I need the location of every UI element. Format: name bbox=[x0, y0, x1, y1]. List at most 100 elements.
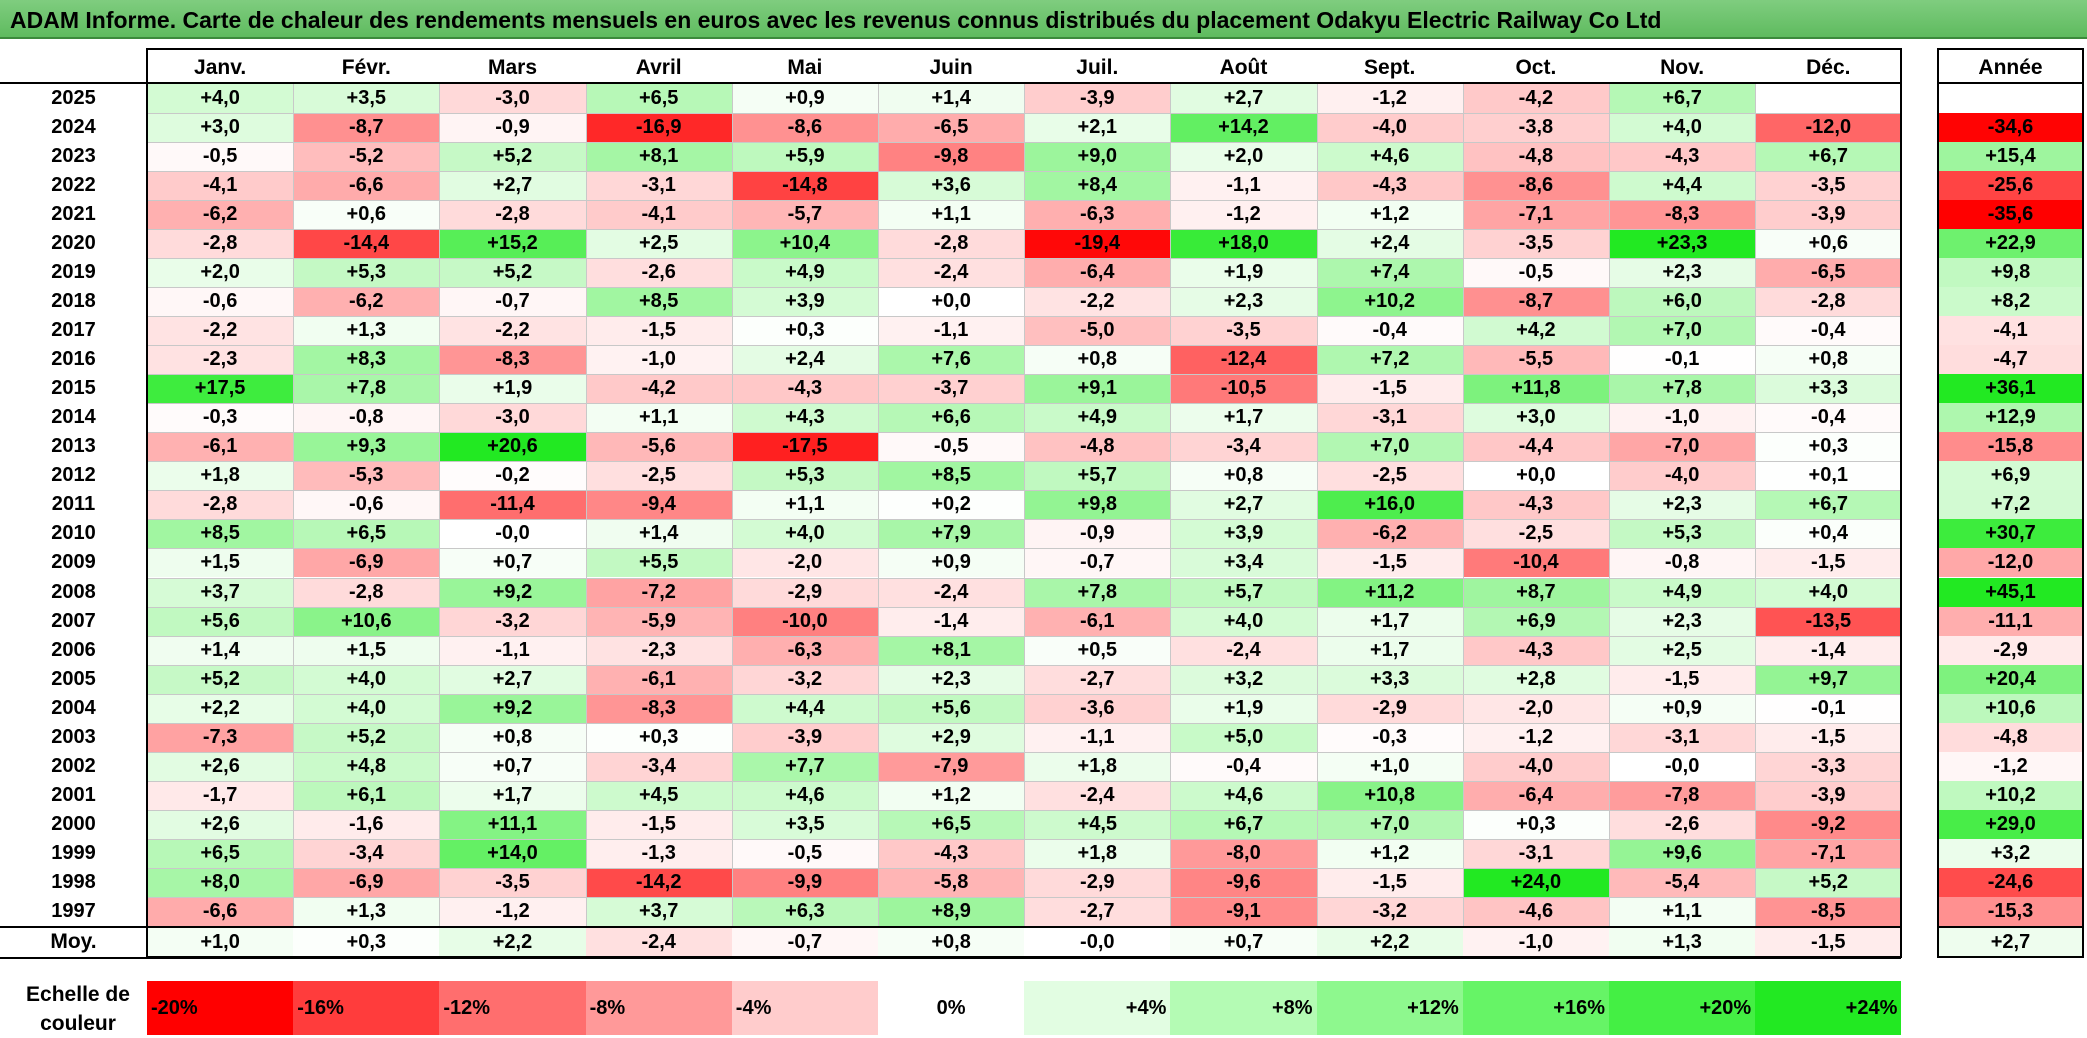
heatmap-cell: -3,7 bbox=[878, 374, 1025, 404]
heatmap-cell: -3,4 bbox=[585, 751, 732, 781]
heatmap-cell: +8,5 bbox=[147, 519, 294, 549]
heatmap-cell: -3,5 bbox=[1755, 171, 1902, 201]
heatmap-cell: -2,8 bbox=[147, 490, 294, 520]
heatmap-cell: +11,8 bbox=[1462, 374, 1609, 404]
month-header: Déc. bbox=[1806, 55, 1851, 79]
grid-line bbox=[147, 867, 1902, 869]
average-label: Moy. bbox=[50, 930, 97, 954]
heatmap-cell: -4,3 bbox=[1316, 171, 1463, 201]
heatmap-cell: -6,9 bbox=[293, 867, 440, 897]
heatmap-cell: -7,3 bbox=[147, 722, 294, 752]
year-label: 2007 bbox=[51, 609, 96, 632]
heatmap-cell: -3,1 bbox=[585, 171, 732, 201]
year-label: 2025 bbox=[51, 87, 96, 109]
heatmap-cell: +5,9 bbox=[731, 142, 878, 172]
grid-line bbox=[147, 142, 1902, 144]
average-cell: -0,0 bbox=[1024, 927, 1171, 957]
average-cell: +1,0 bbox=[147, 927, 294, 957]
heatmap-cell: -5,7 bbox=[731, 200, 878, 230]
heatmap-cell: +9,1 bbox=[1024, 374, 1171, 404]
heatmap-cell: -0,0 bbox=[439, 519, 586, 549]
heatmap-cell: +4,0 bbox=[147, 84, 294, 114]
heatmap-cell: +9,3 bbox=[293, 432, 440, 462]
heatmap-cell: -0,4 bbox=[1170, 751, 1317, 781]
heatmap-cell: +0,4 bbox=[1755, 519, 1902, 549]
heatmap-cell: -6,6 bbox=[293, 171, 440, 201]
heatmap-cell: +0,3 bbox=[585, 722, 732, 752]
heatmap-cell: -2,6 bbox=[1609, 809, 1756, 839]
heatmap-cell: +3,3 bbox=[1755, 374, 1902, 404]
grid-line bbox=[147, 896, 1902, 898]
heatmap-cell: +11,2 bbox=[1316, 577, 1463, 607]
heatmap-cell: -1,2 bbox=[1462, 722, 1609, 752]
average-bottom-line bbox=[0, 956, 1902, 959]
heatmap-cell: +5,2 bbox=[147, 664, 294, 694]
heatmap-cell: +1,2 bbox=[1316, 200, 1463, 230]
grid-line bbox=[147, 809, 1902, 811]
grid-line bbox=[147, 751, 1902, 753]
grid-line bbox=[147, 838, 1902, 840]
heatmap-cell: -6,5 bbox=[1755, 258, 1902, 288]
grid-line bbox=[1755, 84, 1757, 926]
heatmap-cell: -13,5 bbox=[1755, 606, 1902, 636]
annual-cell: +15,4 bbox=[1938, 142, 2083, 172]
heatmap-cell: -4,4 bbox=[1462, 432, 1609, 462]
month-header: Janv. bbox=[194, 55, 247, 79]
heatmap-cell: -1,5 bbox=[585, 809, 732, 839]
heatmap-cell: -3,6 bbox=[1024, 693, 1171, 723]
year-label: 2014 bbox=[51, 406, 96, 429]
year-label: 2017 bbox=[51, 319, 96, 342]
heatmap-cell: +2,7 bbox=[439, 171, 586, 201]
month-header: Nov. bbox=[1660, 55, 1705, 79]
heatmap-cell: -8,3 bbox=[585, 693, 732, 723]
year-total-header: Année bbox=[1978, 55, 2043, 79]
heatmap-cell: -19,4 bbox=[1024, 229, 1171, 259]
heatmap-cell: +2,7 bbox=[439, 664, 586, 694]
year-label: 1998 bbox=[51, 870, 96, 893]
color-scale-item: +8% bbox=[1170, 981, 1317, 1035]
grid-line bbox=[293, 84, 295, 926]
year-label: 2015 bbox=[51, 377, 96, 400]
heatmap-cell: +8,4 bbox=[1024, 171, 1171, 201]
heatmap-cell: -2,8 bbox=[878, 229, 1025, 259]
heatmap-cell: +5,3 bbox=[293, 258, 440, 288]
heatmap-cell: +8,9 bbox=[878, 896, 1025, 926]
annual-cell: +10,6 bbox=[1938, 693, 2083, 723]
year-label: 2010 bbox=[51, 522, 96, 545]
heatmap-cell: -2,0 bbox=[731, 548, 878, 578]
color-scale-item: 0% bbox=[878, 981, 1025, 1035]
heatmap-cell: -9,9 bbox=[731, 867, 878, 897]
heatmap-cell: -3,1 bbox=[1462, 838, 1609, 868]
heatmap-cell: -2,9 bbox=[731, 577, 878, 607]
heatmap-cell: +4,0 bbox=[293, 664, 440, 694]
heatmap-cell: +4,9 bbox=[1024, 403, 1171, 433]
annual-cell: +45,1 bbox=[1938, 577, 2083, 607]
heatmap-cell: -17,5 bbox=[731, 432, 878, 462]
heatmap-cell: -1,5 bbox=[1316, 548, 1463, 578]
heatmap-cell: +8,1 bbox=[585, 142, 732, 172]
heatmap-cell: +8,7 bbox=[1462, 577, 1609, 607]
heatmap-cell: +1,1 bbox=[585, 403, 732, 433]
heatmap-cell: +5,3 bbox=[731, 461, 878, 491]
grid-line bbox=[731, 84, 733, 926]
heatmap-cell: -0,7 bbox=[1024, 548, 1171, 578]
heatmap-cell: +1,7 bbox=[1170, 403, 1317, 433]
heatmap-cell: -14,8 bbox=[731, 171, 878, 201]
heatmap-cell: -2,8 bbox=[147, 229, 294, 259]
heatmap-cell: -5,2 bbox=[293, 142, 440, 172]
heatmap-cell: -0,0 bbox=[1609, 751, 1756, 781]
heatmap-cell: +9,6 bbox=[1609, 838, 1756, 868]
heatmap-cell: +5,0 bbox=[1170, 722, 1317, 752]
heatmap-cell: +3,9 bbox=[1170, 519, 1317, 549]
heatmap-cell: +1,7 bbox=[1316, 635, 1463, 665]
heatmap-cell: +0,3 bbox=[1755, 432, 1902, 462]
heatmap-cell: +1,2 bbox=[1316, 838, 1463, 868]
heatmap-cell: +2,3 bbox=[1609, 606, 1756, 636]
grid-line bbox=[147, 113, 1902, 115]
grid-line bbox=[1462, 84, 1464, 926]
grid-line bbox=[147, 635, 1902, 637]
grid-line bbox=[147, 693, 1902, 695]
grid-line bbox=[1316, 84, 1318, 926]
heatmap-cell: +4,6 bbox=[731, 780, 878, 810]
heatmap-cell: +6,5 bbox=[878, 809, 1025, 839]
